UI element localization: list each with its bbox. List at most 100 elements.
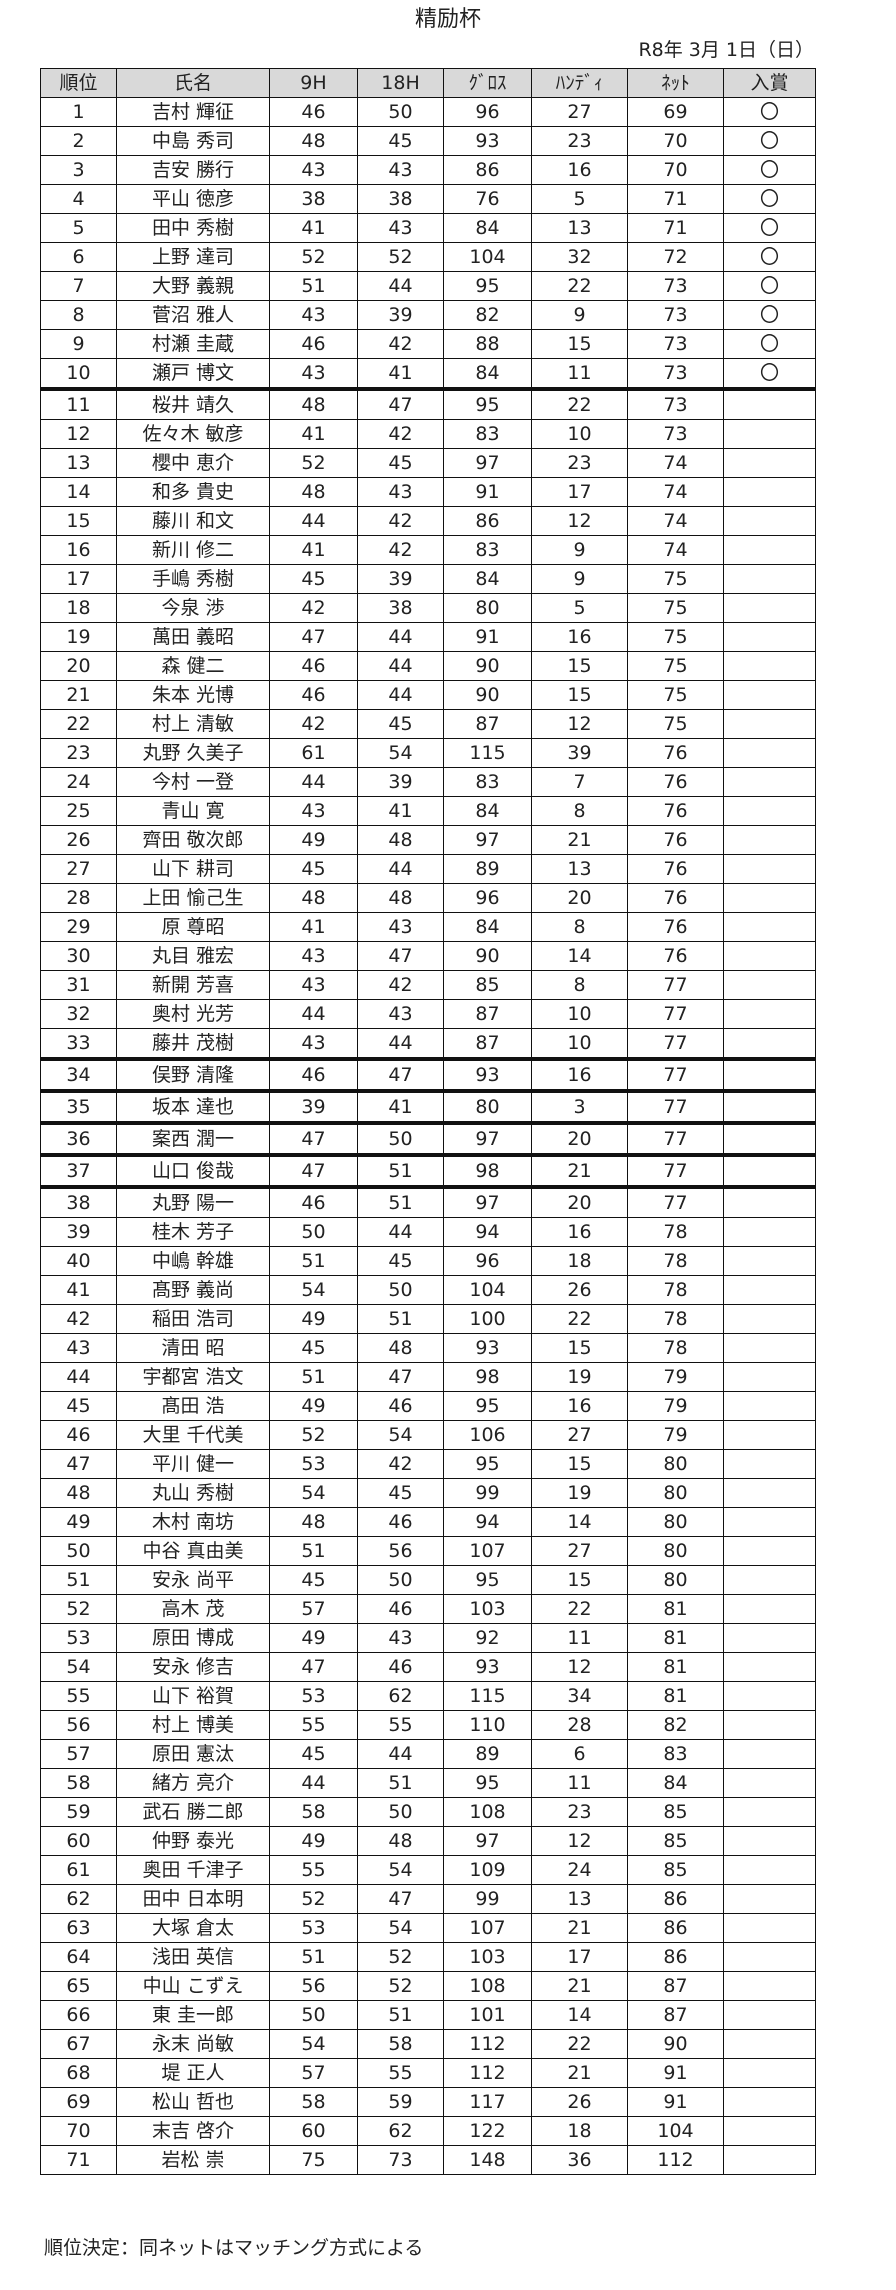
cell-rank: 41	[40, 1275, 117, 1305]
cell-value: 15	[567, 1453, 592, 1475]
cell-rank: 23	[40, 738, 117, 768]
cell-net: 76	[627, 767, 724, 797]
cell-name: 山下 耕司	[116, 854, 270, 884]
cell-value: 94	[475, 1221, 500, 1243]
cell-value: 今泉 渉	[161, 597, 225, 619]
cell-value: 81	[663, 1598, 688, 1620]
cell-net: 87	[627, 2000, 724, 2030]
cell-9h: 54	[269, 2029, 358, 2059]
cell-value: 22	[66, 713, 91, 735]
cell-net: 76	[627, 796, 724, 826]
cell-handicap: 21	[531, 1913, 628, 1943]
cell-value: 58	[301, 1801, 326, 1823]
cell-value: 52	[388, 1975, 413, 1997]
cell-net: 73	[627, 358, 724, 390]
cell-value: 90	[475, 655, 500, 677]
cell-18h: 41	[357, 796, 444, 826]
cell-value: 2	[72, 130, 85, 152]
cell-prize	[723, 1449, 816, 1479]
cell-gross: 112	[443, 2058, 532, 2088]
cell-value: 59	[388, 2091, 413, 2113]
cell-name: 中谷 真由美	[116, 1536, 270, 1566]
cell-net: 80	[627, 1478, 724, 1508]
cell-value: 44	[388, 1221, 413, 1243]
cell-18h: 42	[357, 329, 444, 359]
page-title: 精励杯	[414, 7, 481, 32]
table-row: 9 村瀬 圭蔵 46 42 88 15 73 〇	[40, 329, 816, 359]
cell-value: 13	[567, 1888, 592, 1910]
cell-value: 43	[301, 1032, 326, 1054]
cell-name: 中嶋 幹雄	[116, 1246, 270, 1276]
cell-value: 45	[301, 1743, 326, 1765]
cell-handicap: 19	[531, 1362, 628, 1392]
cell-prize	[723, 1304, 816, 1334]
cell-value: 12	[66, 423, 91, 445]
cell-9h: 58	[269, 2087, 358, 2117]
cell-net: 74	[627, 477, 724, 507]
cell-prize	[723, 1710, 816, 1740]
cell-value: 7	[573, 771, 586, 793]
cell-gross: 96	[443, 883, 532, 913]
cell-value: 吉安 勝行	[151, 159, 235, 181]
cell-9h: 47	[269, 1652, 358, 1682]
cell-value: 76	[663, 945, 688, 967]
header-label: 入賞	[750, 72, 789, 94]
cell-value: 朱本 光博	[151, 684, 235, 706]
cell-value: 41	[301, 217, 326, 239]
cell-18h: 47	[357, 1884, 444, 1914]
cell-gross: 108	[443, 1797, 532, 1827]
cell-handicap: 26	[531, 1275, 628, 1305]
cell-value: 93	[475, 1064, 500, 1086]
cell-name: 清田 昭	[116, 1333, 270, 1363]
cell-9h: 52	[269, 448, 358, 478]
cell-name: 坂本 達也	[116, 1089, 270, 1124]
cell-value: 61	[66, 1859, 91, 1881]
table-row: 34 俣野 清隆 46 47 93 16 77	[40, 1057, 816, 1092]
table-row: 58 緒方 亮介 44 51 95 11 84	[40, 1768, 816, 1798]
prize-circle-icon: 〇	[759, 101, 779, 123]
cell-9h: 53	[269, 1681, 358, 1711]
table-row: 14 和多 貴史 48 43 91 17 74	[40, 477, 816, 507]
cell-value: 55	[388, 2062, 413, 2084]
cell-net: 70	[627, 126, 724, 156]
cell-18h: 52	[357, 1942, 444, 1972]
cell-handicap: 10	[531, 1028, 628, 1060]
cell-18h: 48	[357, 1333, 444, 1363]
cell-name: 高木 茂	[116, 1594, 270, 1624]
cell-value: 丸山 秀樹	[151, 1482, 235, 1504]
cell-value: 41	[301, 539, 326, 561]
cell-handicap: 17	[531, 477, 628, 507]
cell-name: 山口 俊哉	[116, 1153, 270, 1188]
cell-value: 49	[301, 1308, 326, 1330]
cell-value: 115	[469, 1685, 506, 1707]
cell-handicap: 23	[531, 448, 628, 478]
cell-value: 丸野 陽一	[151, 1192, 235, 1214]
cell-value: 38	[388, 188, 413, 210]
cell-value: 平山 徳彦	[151, 188, 235, 210]
cell-net: 71	[627, 184, 724, 214]
cell-prize	[723, 1391, 816, 1421]
cell-value: 97	[475, 1128, 500, 1150]
cell-9h: 51	[269, 1362, 358, 1392]
cell-value: 104	[657, 2120, 694, 2142]
cell-18h: 43	[357, 912, 444, 942]
cell-value: 83	[663, 1743, 688, 1765]
cell-name: 東 圭一郎	[116, 2000, 270, 2030]
cell-handicap: 22	[531, 387, 628, 420]
cell-gross: 84	[443, 564, 532, 594]
cell-gross: 110	[443, 1710, 532, 1740]
cell-value: 15	[66, 510, 91, 532]
cell-net: 112	[627, 2145, 724, 2175]
cell-rank: 36	[40, 1121, 117, 1156]
cell-value: 70	[663, 130, 688, 152]
cell-9h: 57	[269, 2058, 358, 2088]
cell-value: 47	[388, 394, 413, 416]
cell-name: 田中 日本明	[116, 1884, 270, 1914]
cell-9h: 42	[269, 593, 358, 623]
cell-9h: 42	[269, 709, 358, 739]
cell-value: 22	[567, 1308, 592, 1330]
cell-value: 42	[388, 539, 413, 561]
cell-value: 39	[567, 742, 592, 764]
cell-value: 7	[72, 275, 85, 297]
cell-value: 104	[469, 1279, 506, 1301]
